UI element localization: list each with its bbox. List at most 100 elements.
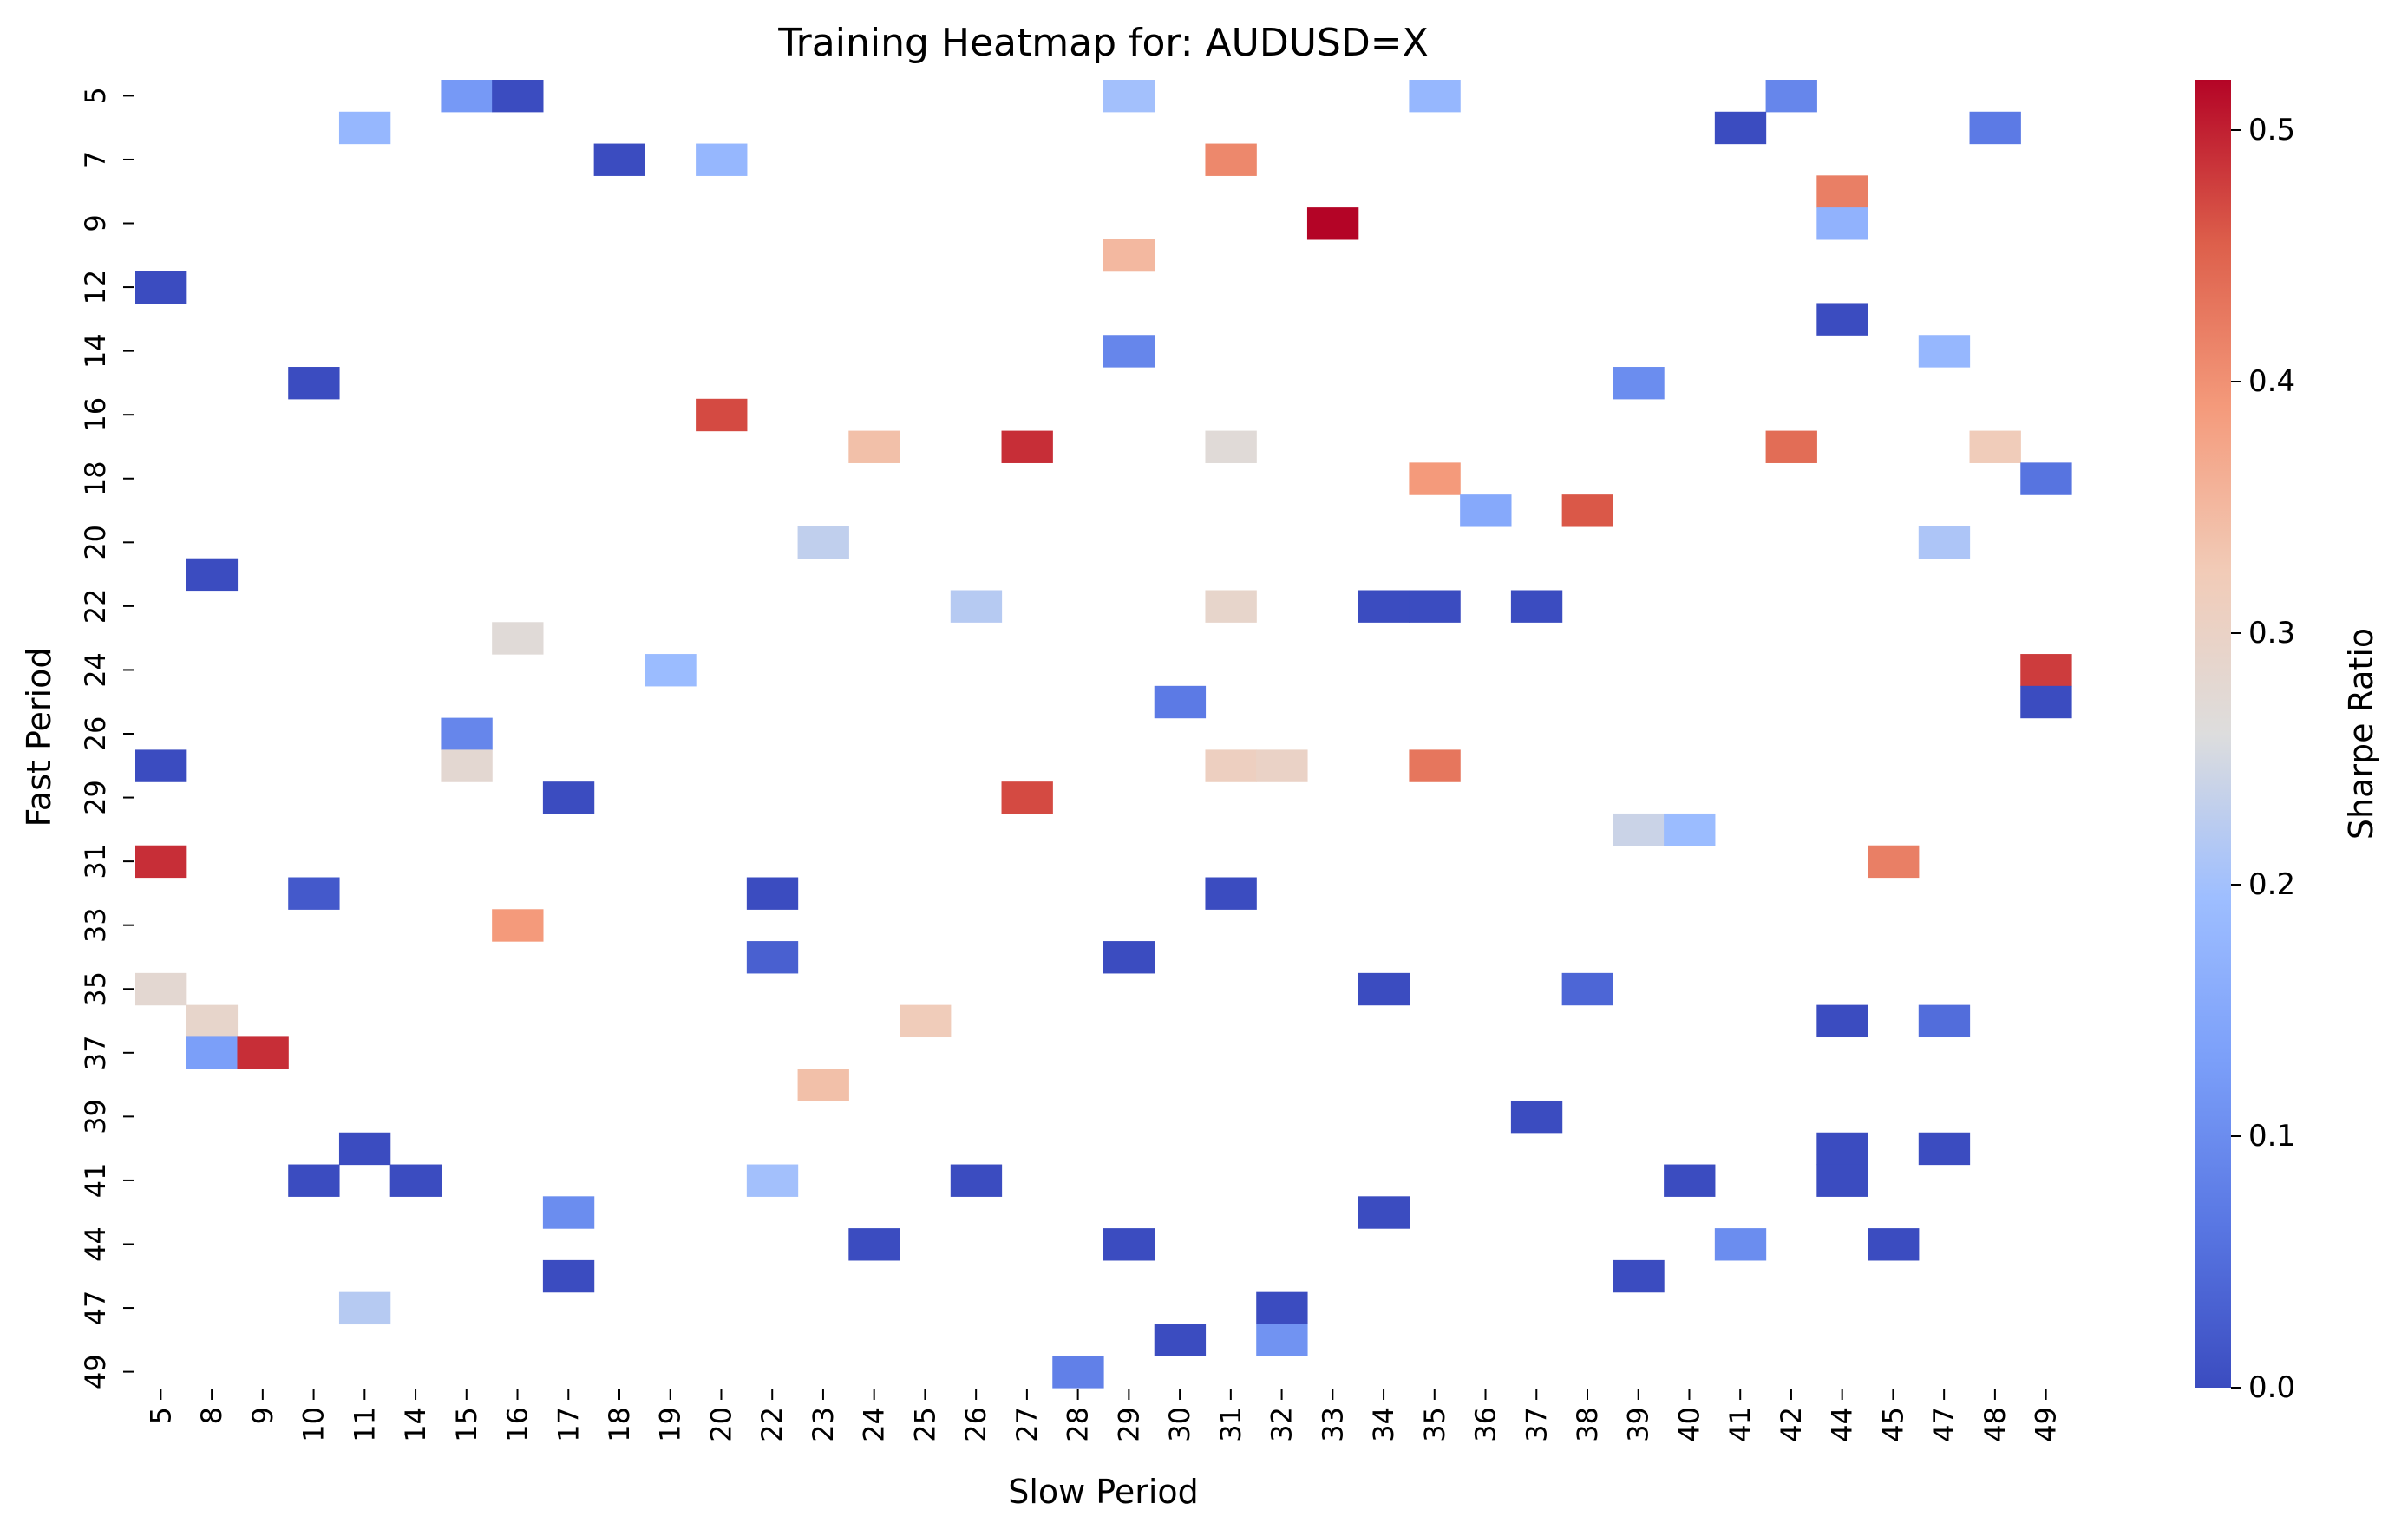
y-tick-label: 16 — [79, 397, 112, 433]
y-tick-label: 24 — [79, 652, 112, 688]
heatmap-cell — [1765, 80, 1817, 113]
x-tick-label: 18 — [603, 1407, 636, 1442]
x-tick-label: 23 — [807, 1407, 840, 1442]
heatmap-cell — [1409, 462, 1461, 495]
heatmap-cell — [1868, 845, 1920, 879]
x-tick-label: 49 — [2030, 1407, 2063, 1442]
heatmap-cell — [1154, 685, 1207, 719]
heatmap-cell — [1561, 494, 1613, 527]
heatmap-cell — [1816, 207, 1868, 240]
heatmap-cell — [848, 1228, 900, 1261]
x-tick-label: 31 — [1214, 1407, 1247, 1442]
heatmap-cell — [746, 1164, 799, 1197]
y-tick-label: 31 — [79, 844, 112, 879]
y-tick-label: 18 — [79, 461, 112, 496]
heatmap-cell — [1103, 941, 1155, 974]
heatmap-cell — [950, 590, 1003, 623]
heatmap-cell — [492, 80, 544, 113]
heatmap-cell — [1613, 813, 1665, 846]
heatmap-cell — [696, 398, 748, 432]
heatmap-cell — [1460, 494, 1512, 527]
heatmap-cell — [1001, 430, 1053, 463]
heatmap-cell — [1103, 80, 1155, 113]
heatmap-cell — [542, 1259, 595, 1293]
heatmap-cell — [1816, 175, 1868, 208]
heatmap-cells — [135, 80, 2072, 1389]
x-tick-label: 45 — [1876, 1407, 1909, 1442]
y-tick-label: 49 — [79, 1354, 112, 1389]
heatmap-cell — [1510, 1100, 1563, 1134]
x-tick-label: 8 — [195, 1407, 228, 1424]
colorbar-tick-label: 0.4 — [2248, 364, 2295, 399]
y-axis-label: Fast Period — [20, 648, 58, 827]
x-tick-label: 28 — [1062, 1407, 1095, 1442]
heatmap-cell — [1816, 303, 1868, 336]
heatmap-cell — [389, 1164, 442, 1197]
x-tick-label: 47 — [1927, 1407, 1960, 1442]
heatmap-cell — [1256, 1324, 1308, 1356]
heatmap-cell — [1205, 143, 1257, 176]
x-tick-label: 14 — [399, 1407, 432, 1442]
heatmap-cell — [848, 430, 900, 463]
y-tick-label: 5 — [79, 87, 112, 104]
heatmap-cell — [1664, 1164, 1716, 1197]
heatmap-cell — [1103, 335, 1155, 368]
heatmap-cell — [1358, 972, 1410, 1006]
x-tick-label: 30 — [1163, 1407, 1196, 1442]
heatmap-cell — [1409, 80, 1461, 113]
y-tick-label: 33 — [79, 907, 112, 943]
heatmap-cell — [1205, 430, 1257, 463]
x-tick-label: 36 — [1469, 1407, 1502, 1442]
x-tick-label: 10 — [298, 1407, 330, 1442]
y-tick-label: 35 — [79, 971, 112, 1007]
y-tick-label: 37 — [79, 1035, 112, 1070]
heatmap-cell — [1358, 1196, 1410, 1229]
y-tick-label: 29 — [79, 780, 112, 815]
x-tick-label: 20 — [704, 1407, 737, 1442]
heatmap-cell — [1256, 749, 1308, 782]
y-tick-label: 20 — [79, 525, 112, 560]
x-tick-label: 40 — [1672, 1407, 1705, 1442]
heatmap-cell — [441, 717, 493, 750]
heatmap-cell — [746, 877, 799, 910]
heatmap-cell — [288, 367, 340, 400]
x-tick-label: 5 — [144, 1407, 177, 1424]
heatmap-cell — [2020, 654, 2072, 687]
heatmap-cell — [1918, 1132, 1971, 1166]
heatmap-cell — [1409, 749, 1461, 782]
heatmap-cell — [1154, 1324, 1207, 1356]
heatmap-cell — [1103, 1228, 1155, 1261]
x-tick-label: 11 — [348, 1407, 381, 1442]
x-tick-label: 25 — [908, 1407, 941, 1442]
x-tick-label: 42 — [1775, 1407, 1808, 1442]
heatmap-cell — [1918, 526, 1971, 559]
heatmap-cell — [492, 622, 544, 655]
heatmap-cell — [441, 80, 493, 113]
heatmap-cell — [1816, 1004, 1868, 1038]
heatmap-cell — [186, 1036, 239, 1069]
heatmap-cell — [1714, 1228, 1767, 1261]
heatmap-cell — [1765, 430, 1817, 463]
heatmap-cell — [135, 271, 187, 304]
x-tick-label: 17 — [552, 1407, 585, 1442]
colorbar-label: Sharpe Ratio — [2342, 628, 2380, 840]
y-tick-label: 44 — [79, 1226, 112, 1262]
heatmap-cell — [237, 1036, 289, 1069]
heatmap-cell — [135, 749, 187, 782]
heatmap-cell — [1969, 111, 2021, 145]
heatmap-cell — [288, 1164, 340, 1197]
heatmap-cell — [492, 909, 544, 942]
x-tick-label: 32 — [1266, 1407, 1299, 1442]
colorbar-tick-label: 0.0 — [2248, 1370, 2295, 1405]
heatmap-cell — [1561, 972, 1613, 1006]
x-tick-label: 26 — [959, 1407, 992, 1442]
heatmap-cell — [593, 143, 645, 176]
heatmap-cell — [696, 143, 748, 176]
heatmap-cell — [441, 749, 493, 782]
x-tick-label: 19 — [654, 1407, 687, 1442]
x-tick-label: 35 — [1418, 1407, 1451, 1442]
colorbar-tick-label: 0.2 — [2248, 867, 2295, 902]
y-tick-label: 47 — [79, 1291, 112, 1326]
heatmap-cell — [135, 972, 187, 1006]
